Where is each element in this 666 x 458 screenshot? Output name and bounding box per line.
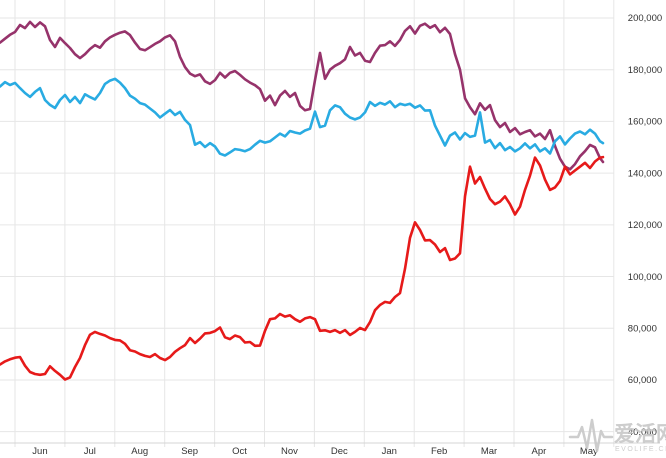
y-axis-label: 160,000 [628,117,662,128]
y-axis-label: 180,000 [628,65,662,76]
y-axis-label: 140,000 [628,168,662,179]
watermark-en-text: EVOLIFE.CN [615,446,666,453]
x-axis-label-apr: Apr [532,446,547,457]
watermark-pulse-icon [568,418,614,453]
y-axis-label: 60,000 [628,375,657,386]
x-axis-label-nov: Nov [281,446,298,457]
x-axis-label-aug: Aug [131,446,148,457]
x-axis-label-may: May [580,446,598,457]
series-line-red [0,155,605,381]
x-axis-label-feb: Feb [431,446,447,457]
x-axis-label-sep: Sep [181,446,198,457]
x-axis-label-mar: Mar [481,446,497,457]
x-axis-label-jan: Jan [382,446,397,457]
y-axis-label: 40,000 [628,427,657,438]
y-axis-label: 100,000 [628,272,662,283]
y-axis-label: 200,000 [628,13,662,24]
x-axis-label-dec: Dec [331,446,348,457]
x-axis-label-jul: Jul [84,446,96,457]
y-axis-label: 80,000 [628,323,657,334]
series-line-purple [0,20,605,171]
x-axis-label-oct: Oct [232,446,247,457]
watermark-cn-text: 爱活网 [614,423,666,446]
series-line-blue [0,77,605,157]
x-axis-label-jun: Jun [32,446,47,457]
y-axis-label: 120,000 [628,220,662,231]
